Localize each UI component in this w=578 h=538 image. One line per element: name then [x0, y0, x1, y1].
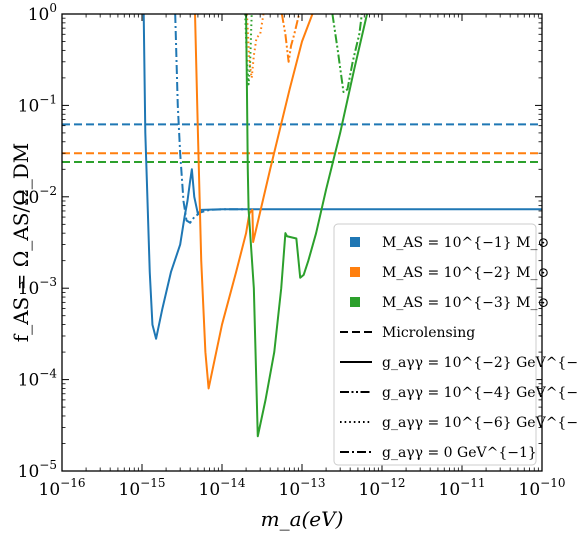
- legend-entry-label: g_aγγ = 10^{−2} GeV^{−1}: [382, 355, 578, 371]
- legend: M_AS = 10^{−1} M_⊙ M_AS = 10^{−2} M_⊙ M_AS…: [333, 223, 578, 466]
- plot-frame: [61, 13, 543, 472]
- legend-entry-label: g_aγγ = 10^{−6} GeV^{−1}: [382, 415, 578, 431]
- legend-entry-label: M_AS = 10^{−2} M_⊙: [382, 265, 549, 281]
- x-tick-label: 10−12: [359, 476, 406, 500]
- y-tick-label: 10−5: [18, 458, 57, 482]
- y-tick-label: 10−4: [18, 367, 58, 391]
- x-tick-label: 10−13: [279, 476, 326, 500]
- series-line-dashdot-1e-1: [174, 14, 247, 224]
- x-tick-label: 10−16: [39, 476, 86, 500]
- series-line-solid-1e-3: [245, 14, 369, 438]
- labels-layer: 10−16 10−15 10−14 10−13 10−12 10−11 10−10 10−5 1…: [9, 1, 565, 531]
- legend-entry-label: g_aγγ = 0 GeV^{−1}: [382, 445, 537, 461]
- legend-frame: [333, 223, 537, 466]
- y-tick-label: 100: [28, 1, 57, 25]
- series-layer: [62, 14, 542, 438]
- legend-swatch: [350, 297, 360, 307]
- x-tick-label: 10−14: [199, 476, 246, 500]
- y-tick-label: 10−3: [18, 275, 57, 299]
- x-axis-label: m_a(eV): [261, 507, 344, 531]
- x-tick-label: 10−10: [519, 476, 566, 500]
- x-tick-label: 10−11: [439, 476, 486, 500]
- series-line-solid-1e-2: [194, 14, 314, 390]
- legend-swatch: [350, 237, 360, 247]
- series-line-dashdotdot-1e-3: [331, 14, 363, 94]
- series-line-dashdotdot-1e-2: [280, 14, 301, 63]
- x-tick-label: 10−15: [119, 476, 166, 500]
- legend-entry-label: g_aγγ = 10^{−4} GeV^{−1}: [382, 385, 578, 401]
- legend-entry-label: Microlensing: [382, 325, 475, 341]
- y-axis-label: f_AS = Ω_AS/Ω_DM: [9, 143, 33, 343]
- legend-entry-label: M_AS = 10^{−3} M_⊙: [382, 295, 549, 311]
- y-tick-label: 10−1: [18, 92, 57, 116]
- legend-entry-label: M_AS = 10^{−1} M_⊙: [382, 235, 549, 251]
- legend-swatch: [350, 267, 360, 277]
- y-tick-label: 10−2: [18, 184, 57, 208]
- series-line-dotted-1e-3: [244, 14, 253, 86]
